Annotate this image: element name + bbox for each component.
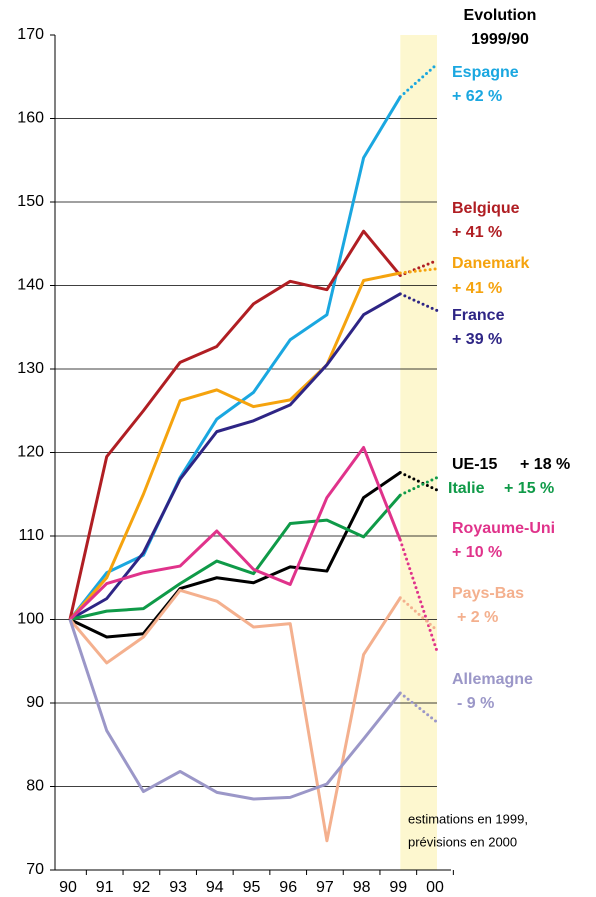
forecast-line — [398, 292, 439, 313]
legend-name: UE-15 — [452, 456, 497, 473]
series-line — [68, 271, 401, 621]
annotation: estimations en 1999, — [408, 811, 528, 826]
legend-name: France — [452, 307, 505, 324]
y-tick-label: 70 — [26, 861, 44, 878]
y-tick-label: 80 — [26, 778, 44, 795]
legend-change: + 10 % — [452, 544, 502, 561]
legend-name: Belgique — [452, 200, 520, 217]
forecast-line — [398, 62, 439, 99]
legend-name: Allemagne — [452, 671, 533, 688]
legend-name: Royaume-Uni — [452, 520, 555, 537]
x-tick-label: 96 — [279, 879, 297, 896]
series-line — [69, 494, 402, 621]
legend-change: + 15 % — [504, 480, 554, 497]
forecast-line — [398, 596, 439, 632]
annotation: prévisions en 2000 — [408, 834, 517, 849]
legend-change: + 2 % — [457, 609, 498, 626]
x-tick-label: 94 — [206, 879, 224, 896]
series-line — [68, 619, 402, 801]
legend-name: Pays-Bas — [452, 585, 524, 602]
series-line — [68, 229, 402, 620]
y-tick-label: 140 — [17, 277, 44, 294]
legend-title: Evolution — [464, 7, 537, 24]
legend-change: - 9 % — [457, 695, 494, 712]
x-tick-label: 93 — [169, 879, 187, 896]
x-tick-label: 91 — [96, 879, 114, 896]
x-tick-label: 00 — [426, 879, 444, 896]
x-tick-label: 97 — [316, 879, 334, 896]
y-tick-label: 110 — [18, 527, 44, 544]
legend-change: + 62 % — [452, 88, 502, 105]
y-tick-label: 90 — [26, 694, 44, 711]
y-tick-label: 170 — [17, 26, 44, 43]
forecast-line — [398, 691, 439, 724]
forecast-line — [398, 258, 439, 277]
y-tick-label: 160 — [17, 110, 44, 127]
y-tick-label: 120 — [17, 444, 44, 461]
forecast-line — [398, 538, 439, 653]
forecast-line — [398, 476, 439, 497]
x-tick-label: 92 — [133, 879, 151, 896]
forecast-line — [398, 267, 439, 275]
legend-name: Danemark — [452, 255, 529, 272]
x-tick-label: 90 — [59, 879, 77, 896]
series-line — [68, 588, 402, 843]
series-line — [69, 471, 402, 639]
series-line — [68, 96, 402, 621]
y-tick-label: 100 — [17, 611, 44, 628]
x-tick-label: 98 — [353, 879, 371, 896]
legend-name: Espagne — [452, 64, 519, 81]
legend-change: + 39 % — [452, 331, 502, 348]
legend-change: + 41 % — [452, 280, 502, 297]
legend-change: + 18 % — [520, 456, 570, 473]
x-tick-label: 99 — [389, 879, 407, 896]
series-line — [68, 445, 402, 621]
series-line — [69, 292, 402, 621]
y-tick-label: 150 — [17, 193, 44, 210]
x-tick-label: 95 — [243, 879, 261, 896]
legend-change: + 41 % — [452, 224, 502, 241]
forecast-line — [398, 471, 439, 492]
y-tick-label: 130 — [17, 360, 44, 377]
legend-title: 1999/90 — [471, 31, 529, 48]
legend-name: Italie — [448, 480, 485, 497]
